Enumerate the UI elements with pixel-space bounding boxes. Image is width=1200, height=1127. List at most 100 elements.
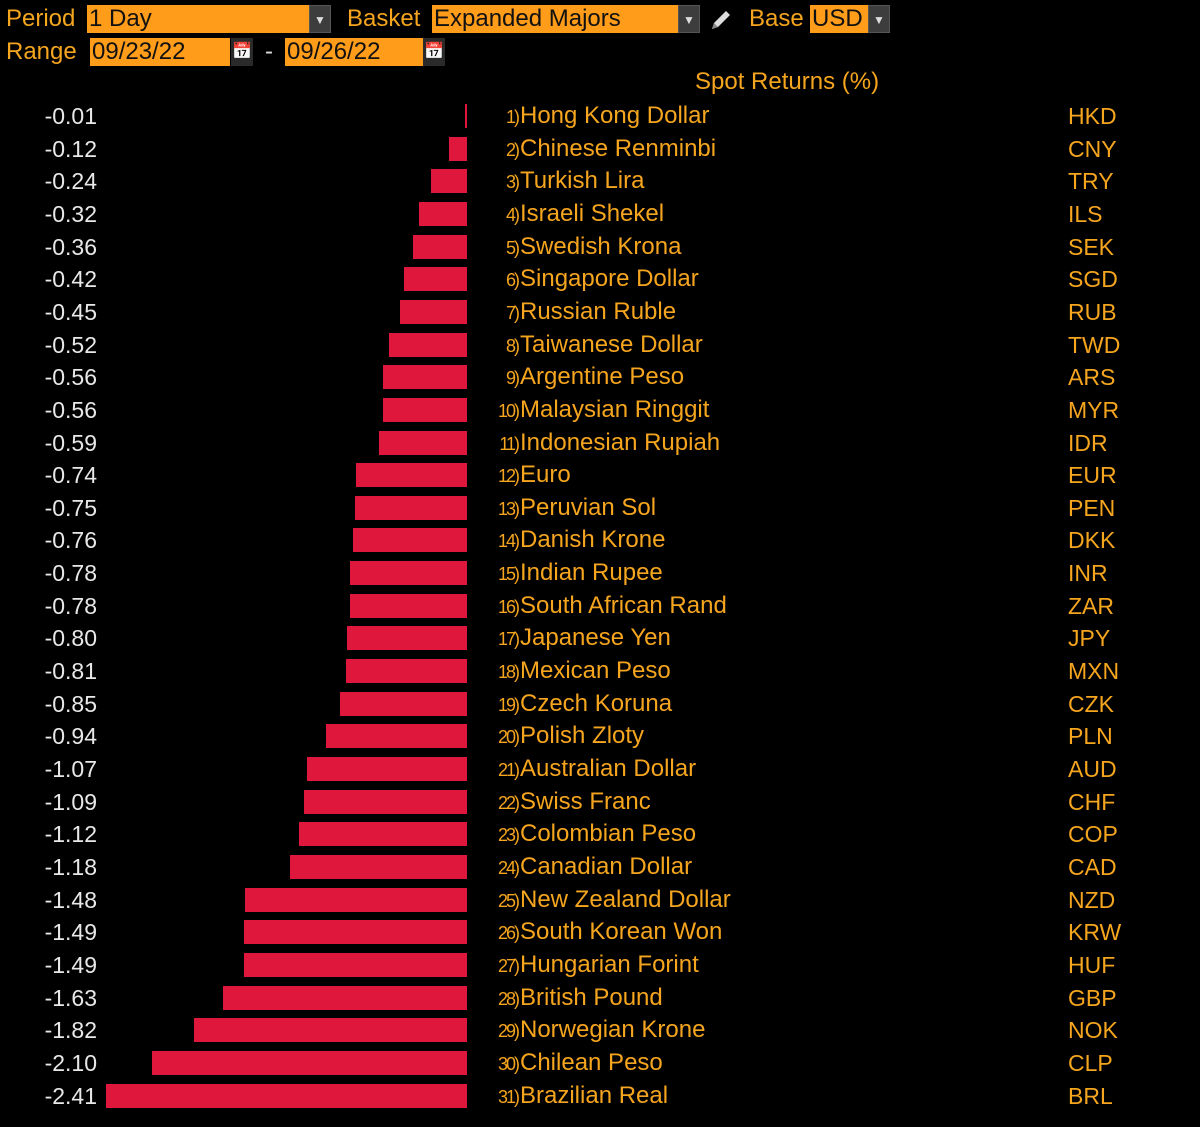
table-row[interactable]: -1.49 27)Hungarian Forint HUF bbox=[0, 949, 1200, 981]
currency-name[interactable]: 16)South African Rand bbox=[490, 590, 727, 623]
table-row[interactable]: -0.56 10)Malaysian Ringgit MYR bbox=[0, 394, 1200, 426]
table-row[interactable]: -2.10 30)Chilean Peso CLP bbox=[0, 1047, 1200, 1079]
currency-name[interactable]: 15)Indian Rupee bbox=[490, 557, 663, 590]
currency-name[interactable]: 19)Czech Koruna bbox=[490, 688, 672, 721]
currency-name[interactable]: 29)Norwegian Krone bbox=[490, 1014, 705, 1047]
range-end-input[interactable]: 09/26/22 bbox=[285, 38, 423, 66]
table-row[interactable]: -1.48 25)New Zealand Dollar NZD bbox=[0, 884, 1200, 916]
bar-value-label: -1.63 bbox=[44, 984, 97, 1011]
currency-name[interactable]: 12)Euro bbox=[490, 459, 571, 492]
currency-name[interactable]: 18)Mexican Peso bbox=[490, 655, 671, 688]
table-row[interactable]: -0.74 12)Euro EUR bbox=[0, 459, 1200, 491]
table-row[interactable]: -1.49 26)South Korean Won KRW bbox=[0, 916, 1200, 948]
currency-name[interactable]: 25)New Zealand Dollar bbox=[490, 884, 731, 917]
table-row[interactable]: -0.94 20)Polish Zloty PLN bbox=[0, 720, 1200, 752]
table-row[interactable]: -0.78 16)South African Rand ZAR bbox=[0, 590, 1200, 622]
currency-name-text: Israeli Shekel bbox=[520, 199, 665, 227]
table-row[interactable]: -0.85 19)Czech Koruna CZK bbox=[0, 688, 1200, 720]
rank-number: 3) bbox=[505, 172, 520, 193]
currency-name[interactable]: 1)Hong Kong Dollar bbox=[490, 100, 709, 133]
currency-name[interactable]: 28)British Pound bbox=[490, 982, 663, 1015]
table-row[interactable]: -0.56 9)Argentine Peso ARS bbox=[0, 361, 1200, 393]
table-row[interactable]: -1.18 24)Canadian Dollar CAD bbox=[0, 851, 1200, 883]
bar-value-label: -1.49 bbox=[44, 951, 97, 978]
range-start-input[interactable]: 09/23/22 bbox=[90, 38, 230, 66]
currency-name[interactable]: 4)Israeli Shekel bbox=[490, 198, 664, 231]
rank-number: 12) bbox=[497, 466, 520, 487]
currency-name[interactable]: 24)Canadian Dollar bbox=[490, 851, 692, 884]
basket-dropdown-chevron-down-icon[interactable]: ▼ bbox=[678, 5, 700, 33]
basket-select[interactable]: Expanded Majors bbox=[432, 5, 678, 33]
rank-number: 22) bbox=[497, 792, 520, 813]
bar-value-label: -2.10 bbox=[44, 1049, 97, 1076]
table-row[interactable]: -0.24 3)Turkish Lira TRY bbox=[0, 165, 1200, 197]
currency-name[interactable]: 22)Swiss Franc bbox=[490, 786, 651, 819]
currency-name[interactable]: 8)Taiwanese Dollar bbox=[490, 329, 703, 362]
rank-number: 21) bbox=[497, 760, 520, 780]
currency-name-text: Euro bbox=[520, 461, 571, 489]
currency-name-text: Australian Dollar bbox=[520, 755, 697, 782]
table-row[interactable]: -1.07 21)Australian Dollar AUD bbox=[0, 753, 1200, 785]
currency-name[interactable]: 9)Argentine Peso bbox=[490, 361, 684, 394]
currency-code: HUF bbox=[1068, 951, 1116, 978]
bar-value-label: -0.76 bbox=[44, 527, 97, 554]
bar-value-label: -0.78 bbox=[44, 592, 97, 619]
table-row[interactable]: -0.36 5)Swedish Krona SEK bbox=[0, 231, 1200, 263]
currency-name-text: Argentine Peso bbox=[520, 363, 685, 391]
currency-name[interactable]: 10)Malaysian Ringgit bbox=[490, 394, 709, 427]
table-row[interactable]: -0.01 1)Hong Kong Dollar HKD bbox=[0, 100, 1200, 132]
currency-name[interactable]: 21)Australian Dollar bbox=[490, 753, 696, 786]
table-row[interactable]: -1.09 22)Swiss Franc CHF bbox=[0, 786, 1200, 818]
range-end-calendar-icon[interactable]: 📅 bbox=[423, 38, 445, 66]
table-row[interactable]: -1.82 29)Norwegian Krone NOK bbox=[0, 1014, 1200, 1046]
currency-name[interactable]: 17)Japanese Yen bbox=[490, 622, 671, 655]
period-dropdown-chevron-down-icon[interactable]: ▼ bbox=[309, 5, 331, 33]
table-row[interactable]: -0.76 14)Danish Krone DKK bbox=[0, 524, 1200, 556]
pencil-icon[interactable] bbox=[708, 5, 734, 33]
bar bbox=[413, 234, 467, 259]
currency-name[interactable]: 30)Chilean Peso bbox=[490, 1047, 663, 1080]
currency-name[interactable]: 5)Swedish Krona bbox=[490, 231, 681, 264]
rank-number: 28) bbox=[497, 988, 520, 1009]
currency-code: IDR bbox=[1068, 429, 1108, 456]
currency-name-text: Colombian Peso bbox=[520, 820, 697, 848]
table-row[interactable]: -0.81 18)Mexican Peso MXN bbox=[0, 655, 1200, 687]
table-row[interactable]: -0.78 15)Indian Rupee INR bbox=[0, 557, 1200, 589]
currency-name[interactable]: 13)Peruvian Sol bbox=[490, 492, 656, 525]
currency-name-text: Hungarian Forint bbox=[520, 950, 699, 978]
table-row[interactable]: -0.45 7)Russian Ruble RUB bbox=[0, 296, 1200, 328]
currency-code: ZAR bbox=[1068, 592, 1114, 619]
currency-name[interactable]: 7)Russian Ruble bbox=[490, 296, 676, 329]
currency-name[interactable]: 11)Indonesian Rupiah bbox=[490, 427, 720, 460]
rank-number: 29) bbox=[497, 1021, 520, 1042]
period-select[interactable]: 1 Day bbox=[87, 5, 309, 33]
table-row[interactable]: -0.52 8)Taiwanese Dollar TWD bbox=[0, 329, 1200, 361]
currency-name[interactable]: 2)Chinese Renminbi bbox=[490, 133, 716, 166]
table-row[interactable]: -0.12 2)Chinese Renminbi CNY bbox=[0, 133, 1200, 165]
currency-code: KRW bbox=[1068, 919, 1122, 946]
bar-value-label: -1.12 bbox=[44, 821, 97, 848]
currency-name-text: Swiss Franc bbox=[520, 787, 651, 815]
table-row[interactable]: -1.63 28)British Pound GBP bbox=[0, 982, 1200, 1014]
table-row[interactable]: -0.59 11)Indonesian Rupiah IDR bbox=[0, 427, 1200, 459]
base-select[interactable]: USD bbox=[810, 5, 868, 33]
rank-number: 23) bbox=[497, 825, 520, 846]
currency-name-text: Danish Krone bbox=[520, 526, 666, 554]
currency-name[interactable]: 20)Polish Zloty bbox=[490, 720, 644, 753]
currency-name[interactable]: 14)Danish Krone bbox=[490, 524, 665, 557]
currency-name[interactable]: 26)South Korean Won bbox=[490, 916, 722, 949]
rank-number: 24) bbox=[497, 857, 520, 878]
currency-name[interactable]: 6)Singapore Dollar bbox=[490, 263, 699, 296]
table-row[interactable]: -0.32 4)Israeli Shekel ILS bbox=[0, 198, 1200, 230]
table-row[interactable]: -0.80 17)Japanese Yen JPY bbox=[0, 622, 1200, 654]
base-dropdown-chevron-down-icon[interactable]: ▼ bbox=[868, 5, 890, 33]
table-row[interactable]: -0.42 6)Singapore Dollar SGD bbox=[0, 263, 1200, 295]
currency-name[interactable]: 27)Hungarian Forint bbox=[490, 949, 699, 982]
currency-name[interactable]: 23)Colombian Peso bbox=[490, 818, 696, 851]
table-row[interactable]: -1.12 23)Colombian Peso COP bbox=[0, 818, 1200, 850]
range-start-calendar-icon[interactable]: 📅 bbox=[231, 38, 253, 66]
currency-name[interactable]: 31)Brazilian Real bbox=[490, 1080, 668, 1113]
table-row[interactable]: -0.75 13)Peruvian Sol PEN bbox=[0, 492, 1200, 524]
currency-name[interactable]: 3)Turkish Lira bbox=[490, 165, 645, 198]
table-row[interactable]: -2.41 31)Brazilian Real BRL bbox=[0, 1080, 1200, 1112]
